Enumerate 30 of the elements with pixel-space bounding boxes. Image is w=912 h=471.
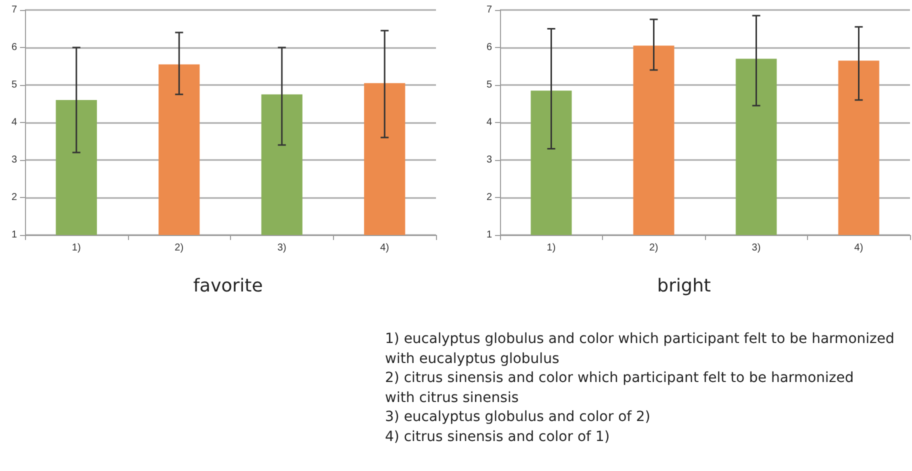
y-tick-label: 2	[486, 192, 492, 203]
x-tick-label: 3)	[752, 242, 761, 254]
x-tick-label: 1)	[546, 242, 556, 254]
y-tick-label: 7	[11, 4, 18, 16]
x-tick-label: 1)	[72, 242, 81, 254]
text: 3) eucalyptus globulus and color of 2)	[385, 408, 652, 427]
x-tick-label: 4)	[854, 242, 864, 254]
y-tick-label: 3	[486, 154, 492, 166]
y-tick-label: 3	[11, 154, 18, 166]
y-tick-label: 7	[486, 4, 492, 16]
text: 1) eucalyptus globulus and color which participant felt to be harmonized	[385, 330, 894, 349]
y-tick-label: 1	[486, 230, 492, 240]
text: with eucalyptus globulus	[385, 350, 560, 368]
text: 2) citrus sinensis and color which participant felt to be harmonized	[385, 369, 855, 388]
y-tick-label: 6	[486, 42, 492, 53]
y-tick-label: 6	[11, 42, 18, 53]
x-tick-label: 3)	[277, 242, 286, 254]
y-tick-label: 5	[11, 80, 18, 90]
y-tick-label: 4	[11, 117, 18, 128]
text: favorite	[193, 276, 263, 296]
y-tick-label: 1	[11, 230, 18, 240]
y-tick-label: 4	[486, 117, 492, 128]
x-tick-label: 2)	[174, 242, 184, 254]
y-tick-label: 5	[486, 80, 492, 90]
text: 4) citrus sinensis and color of 1)	[385, 428, 611, 446]
x-tick-label: 4)	[380, 242, 390, 254]
x-tick-label: 2)	[649, 242, 658, 254]
y-tick-label: 2	[11, 192, 18, 203]
text: with citrus sinensis	[385, 388, 520, 408]
text: bright	[657, 276, 711, 296]
